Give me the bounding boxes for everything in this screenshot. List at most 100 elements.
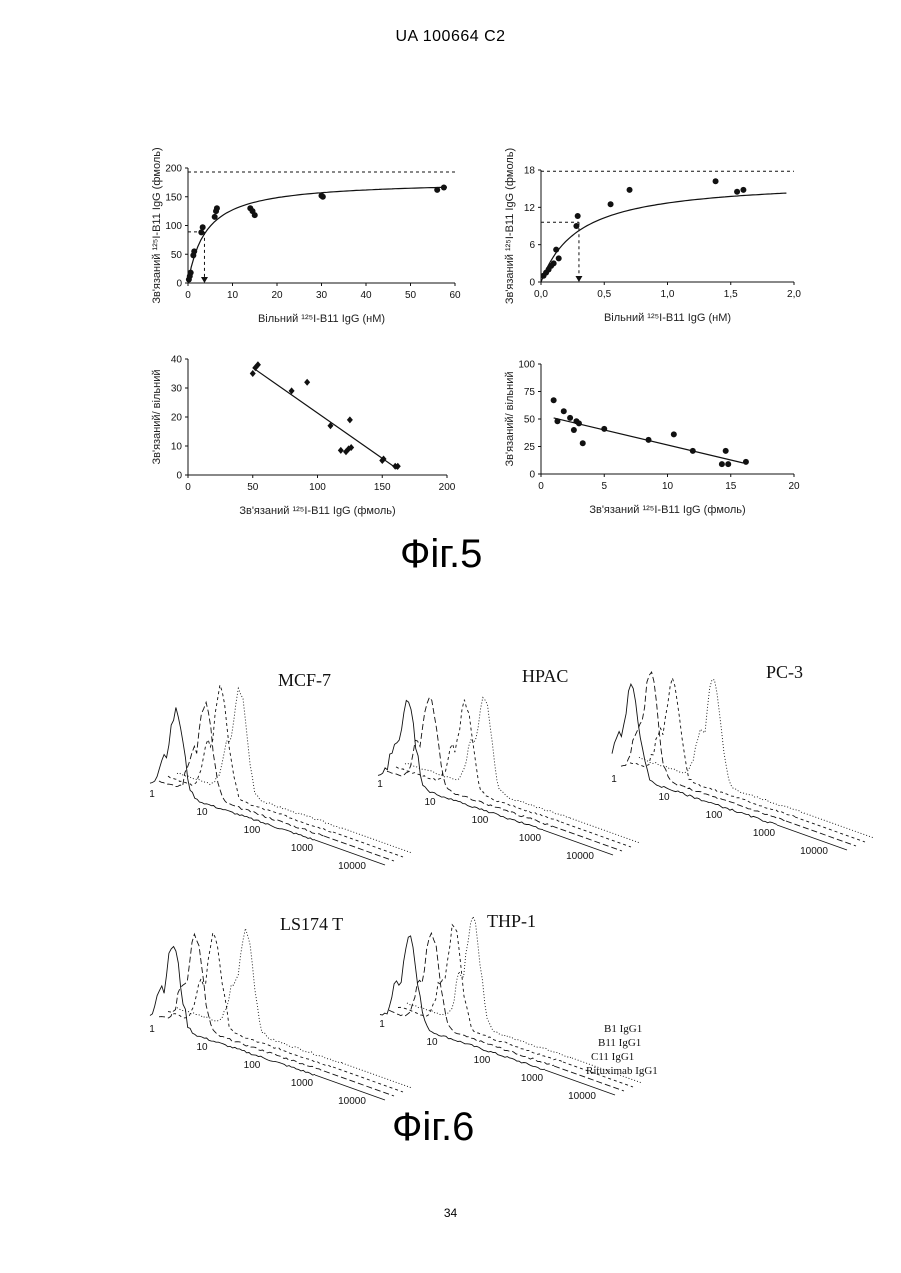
x-tick-label: 0 [185, 290, 191, 301]
kd-arrow [575, 276, 582, 282]
histogram-tail [324, 836, 394, 861]
x-tick-label: 10 [658, 792, 670, 803]
data-point [556, 255, 562, 261]
histogram-trace [168, 685, 333, 833]
x-tick-label: 1,5 [724, 289, 738, 300]
y-tick-label: 30 [171, 384, 183, 395]
x-tick-label: 100 [472, 815, 489, 826]
data-point [561, 408, 567, 414]
fig5-panel-bottom-left: 050100150200010203040Зв'язаний ¹²⁵I-B11 … [151, 355, 456, 518]
x-tick-label: 100 [244, 1060, 261, 1071]
histogram-trace [159, 702, 324, 836]
y-tick-label: 0 [529, 470, 535, 481]
y-tick-label: 100 [165, 221, 182, 232]
x-tick-label: 50 [247, 482, 259, 493]
y-axis-label: Зв'язаний ¹²⁵I-B11 IgG (фмоль) [504, 148, 516, 304]
x-tick-label: 0 [185, 482, 191, 493]
histogram-tail [333, 1067, 403, 1092]
histogram-trace [159, 934, 324, 1071]
page-number: 34 [0, 1206, 901, 1220]
y-tick-label: 100 [518, 360, 535, 371]
x-axis-label: Зв'язаний ¹²⁵I-B11 IgG (фмоль) [589, 504, 745, 516]
data-point [671, 431, 677, 437]
x-tick-label: 100 [244, 825, 261, 836]
data-point [304, 379, 310, 386]
y-tick-label: 200 [165, 164, 182, 175]
panel-label: LS174 T [280, 914, 343, 934]
x-tick-label: 1000 [519, 833, 542, 844]
y-tick-label: 0 [176, 471, 182, 482]
y-tick-label: 50 [171, 250, 183, 261]
data-point [576, 420, 582, 426]
x-tick-label: 0,5 [597, 289, 611, 300]
fig5-panel-top-left: 0102030405060050100150200Вільний ¹²⁵I-B1… [151, 147, 461, 325]
x-tick-label: 0 [538, 481, 544, 492]
x-tick-label: 100 [474, 1055, 491, 1066]
fig6-legend: B1 IgG1B11 IgG1C11 IgG1Rituximab IgG1 [586, 1023, 658, 1077]
histogram-tail [795, 817, 865, 842]
y-tick-label: 40 [171, 355, 183, 366]
histogram-trace [396, 700, 561, 822]
x-axis-label: Зв'язаний ¹²⁵I-B11 IgG (фмоль) [239, 505, 395, 517]
x-tick-label: 1000 [521, 1073, 544, 1084]
fit-line [253, 368, 398, 470]
y-tick-label: 18 [524, 166, 536, 177]
x-tick-label: 10000 [568, 1091, 596, 1102]
x-tick-label: 10 [196, 807, 208, 818]
panel-label: PC-3 [766, 662, 803, 682]
x-tick-label: 50 [405, 290, 417, 301]
y-axis-label: Зв'язаний/ вільний [151, 370, 163, 465]
x-tick-label: 100 [706, 810, 723, 821]
x-tick-label: 20 [271, 290, 283, 301]
x-tick-label: 10000 [338, 1096, 366, 1107]
data-point [188, 270, 194, 276]
data-point [441, 185, 447, 191]
x-axis-label: Вільний ¹²⁵I-B11 IgG (нМ) [604, 312, 731, 324]
y-axis-label: Зв'язаний/ вільний [504, 372, 516, 467]
x-tick-label: 1,0 [661, 289, 675, 300]
fig6-panel-pc-3: 110100100010000PC-3 [611, 662, 874, 857]
x-tick-label: 20 [788, 481, 800, 492]
data-point [646, 437, 652, 443]
data-point [571, 427, 577, 433]
data-point [608, 201, 614, 207]
y-tick-label: 6 [529, 240, 535, 251]
histogram-tail [552, 826, 622, 851]
x-tick-label: 1000 [291, 843, 314, 854]
x-tick-label: 10000 [800, 846, 828, 857]
data-point [601, 426, 607, 432]
x-tick-label: 10000 [566, 851, 594, 862]
x-tick-label: 1000 [291, 1078, 314, 1089]
x-tick-label: 10 [424, 797, 436, 808]
data-point [214, 205, 220, 211]
legend-entry: Rituximab IgG1 [586, 1065, 658, 1077]
x-tick-label: 1000 [753, 828, 776, 839]
y-tick-label: 25 [524, 442, 536, 453]
x-tick-label: 1 [379, 1019, 385, 1030]
fig6-panel-ls174-t: 1 10 100 1000 10000 LS174 T [149, 914, 412, 1107]
data-point [338, 447, 344, 454]
histogram-trace [398, 925, 563, 1063]
x-tick-label: 10 [196, 1042, 208, 1053]
legend-entry: C11 IgG1 [591, 1051, 634, 1063]
data-point [580, 440, 586, 446]
data-point [743, 459, 749, 465]
data-point [252, 212, 258, 218]
panel-label: MCF-7 [278, 670, 331, 690]
histogram-tail [333, 832, 403, 857]
histogram-tail [561, 822, 631, 847]
y-tick-label: 10 [171, 442, 183, 453]
data-point [627, 187, 633, 193]
histogram-trace [168, 933, 333, 1067]
x-tick-label: 5 [601, 481, 607, 492]
x-tick-label: 15 [725, 481, 737, 492]
data-point [198, 229, 204, 235]
data-point [553, 247, 559, 253]
histogram-tail [570, 818, 640, 843]
x-tick-label: 10 [662, 481, 674, 492]
fit-curve [541, 193, 786, 282]
histogram-trace [630, 678, 795, 817]
legend-entry: B11 IgG1 [598, 1037, 641, 1049]
panel-label: THP-1 [487, 911, 536, 931]
